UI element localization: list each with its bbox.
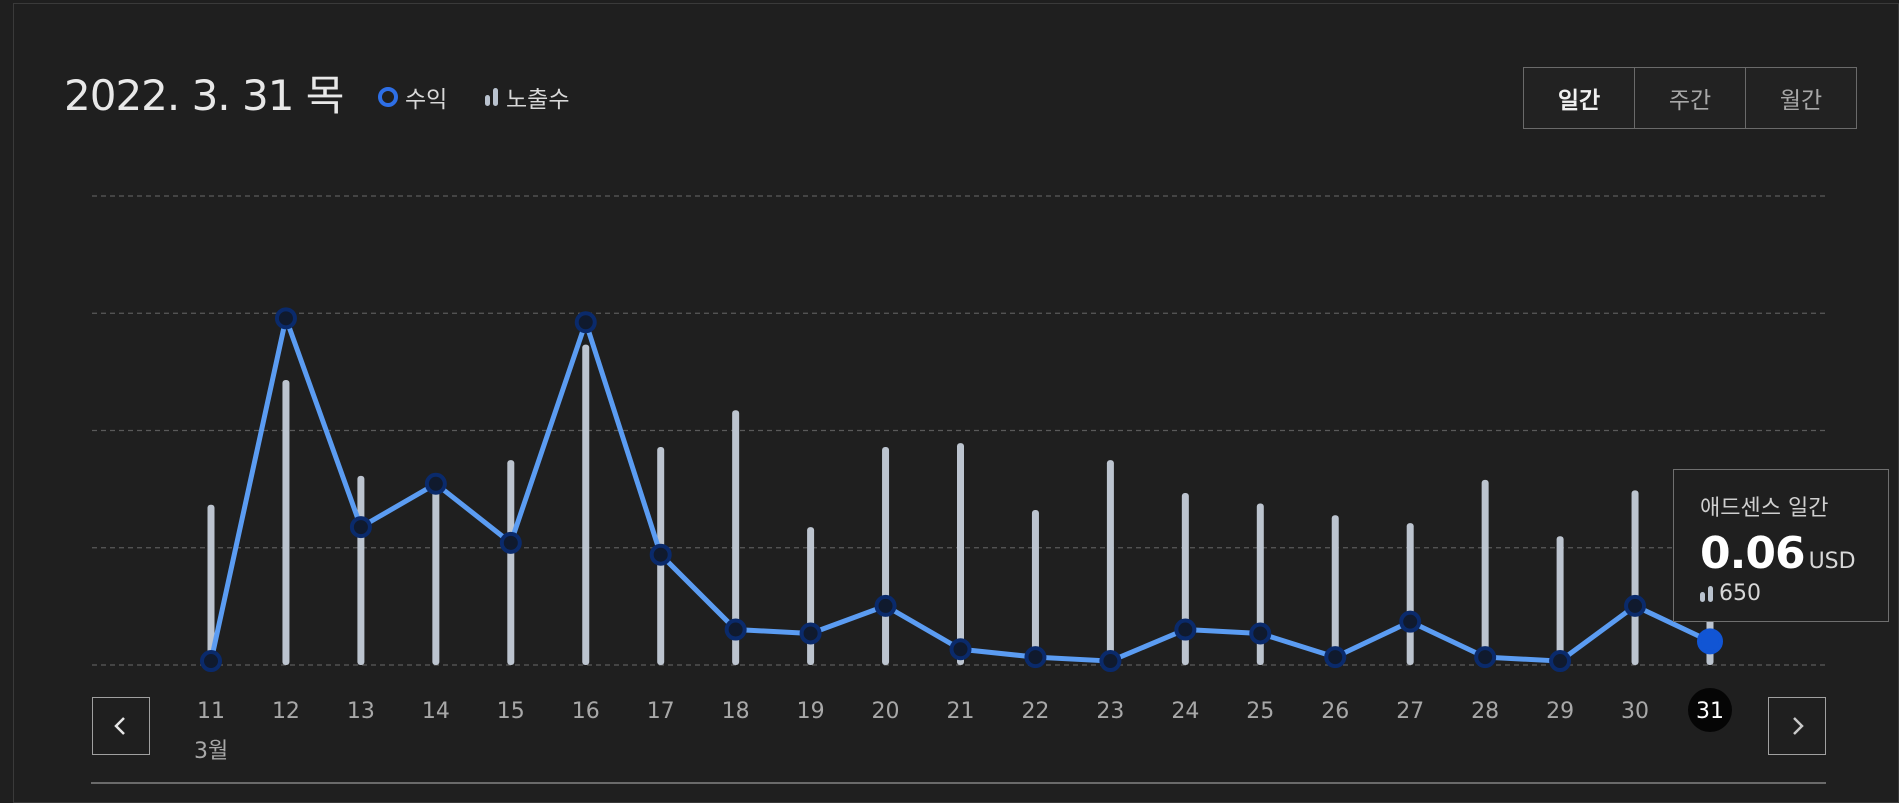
revenue-point [424,472,447,495]
x-tick-label: 26 [1321,699,1349,724]
legend-impressions-label: 노출수 [506,87,570,113]
impression-bar [1481,479,1489,665]
revenue-point [574,311,597,334]
impression-bar [282,380,290,665]
prev-button[interactable] [92,697,150,755]
revenue-point [874,594,897,617]
tooltip-impressions: 650 [1700,581,1888,606]
impression-bar [1031,510,1039,665]
tab-daily[interactable]: 일간 [1523,67,1635,129]
tooltip-value-row: 0.06 USD [1700,528,1888,579]
x-tick-label: 31 [1696,699,1724,724]
impression-bar [1331,515,1339,665]
impression-bar [582,344,590,665]
tooltip-title: 애드센스 일간 [1700,496,1829,521]
x-tick-label: 27 [1396,699,1424,724]
month-label: 3월 [194,739,229,764]
revenue-point [1474,646,1497,669]
x-tick-label: 11 [197,699,225,724]
revenue-point [349,516,372,539]
x-tick-label: 20 [872,699,900,724]
legend-revenue-label: 수익 [405,87,448,113]
impression-bar [1631,490,1639,665]
impression-bar [357,475,365,665]
legend-revenue: 수익 [378,80,447,114]
x-tick-label: 16 [572,699,600,724]
revenue-point [1249,622,1272,645]
x-tick-label: 23 [1096,699,1124,724]
chevron-right-icon [1793,717,1804,735]
chevron-left-icon [114,717,125,735]
x-tick-label: 14 [422,699,450,724]
impression-bar [207,504,215,665]
revenue-point [1549,650,1572,673]
x-tick-label: 15 [497,699,525,724]
revenue-point-selected [1697,628,1723,655]
x-tick-label: 22 [1021,699,1049,724]
impression-bar [507,460,515,665]
impression-bar [1106,460,1114,665]
tooltip-impressions-value: 650 [1719,581,1761,606]
bar-chart-icon [485,88,498,106]
revenue-point [1624,594,1647,617]
revenue-point [724,618,747,641]
tooltip-unit: USD [1808,549,1856,574]
next-button[interactable] [1768,697,1826,755]
x-tick-label: 17 [647,699,675,724]
circle-marker-icon [378,87,398,107]
impression-bar [432,489,440,665]
revenue-point [1324,646,1347,669]
bar-chart-icon [1700,585,1713,602]
impression-bar [957,443,964,665]
revenue-point [1024,646,1047,669]
tab-weekly[interactable]: 주간 [1634,67,1746,129]
bottom-divider [91,782,1826,784]
x-tick-label: 29 [1546,699,1574,724]
revenue-point [200,650,222,673]
impression-bar [1406,523,1414,665]
x-tick-label: 28 [1471,699,1499,724]
tooltip-value: 0.06 [1700,528,1806,579]
impression-bar [1556,536,1564,665]
impression-bar [882,447,890,665]
x-tick-label: 19 [797,699,825,724]
impression-bar [732,410,740,665]
revenue-point [649,543,672,566]
x-tick-label: 18 [722,699,750,724]
revenue-point [499,531,522,554]
x-tick-label: 25 [1246,699,1274,724]
x-tick-label: 12 [272,699,300,724]
x-tick-label: 24 [1171,699,1199,724]
revenue-point [1399,610,1422,633]
x-tick-label: 13 [347,699,375,724]
revenue-point [949,638,972,661]
revenue-point [274,307,297,330]
x-tick-label: 30 [1621,699,1649,724]
legend-impressions: 노출수 [485,80,569,114]
period-toggle: 일간 주간 월간 [1523,67,1857,129]
revenue-point [1099,650,1122,673]
selected-day-highlight [1688,688,1732,732]
revenue-point [1174,618,1197,641]
tab-monthly[interactable]: 월간 [1745,67,1857,129]
tooltip: 애드센스 일간 0.06 USD 650 [1673,469,1889,622]
revenue-point [799,622,822,645]
x-tick-label: 21 [947,699,975,724]
date-title: 2022. 3. 31 목 [64,71,344,120]
